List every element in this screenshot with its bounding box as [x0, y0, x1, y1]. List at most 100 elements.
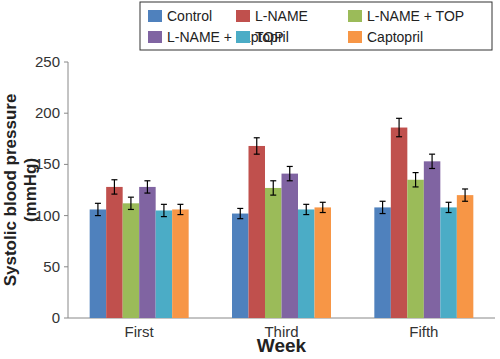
- error-cap: [144, 192, 150, 193]
- error-bar: [429, 154, 435, 168]
- error-line: [431, 154, 432, 168]
- error-line: [97, 203, 98, 215]
- y-tick-label: 200: [35, 104, 60, 121]
- bar: [407, 180, 424, 318]
- error-line: [163, 204, 164, 216]
- error-cap: [95, 215, 101, 216]
- error-bar: [95, 203, 101, 215]
- legend-swatch: [348, 10, 362, 22]
- error-line: [382, 201, 383, 213]
- error-line: [130, 197, 131, 209]
- error-cap: [161, 204, 167, 205]
- y-tick: [64, 164, 68, 165]
- error-cap: [128, 197, 134, 198]
- y-tick-label: 0: [52, 309, 60, 326]
- error-cap: [95, 203, 101, 204]
- error-line: [289, 166, 290, 180]
- error-bar: [270, 181, 276, 195]
- error-bar: [413, 173, 419, 187]
- chart: 050100150200250FirstThirdFifthWeekSystol…: [0, 0, 500, 359]
- error-cap: [237, 208, 243, 209]
- y-axis-label-line: (mmHg): [21, 158, 40, 222]
- error-cap: [396, 118, 402, 119]
- error-bar: [254, 138, 260, 154]
- error-cap: [111, 179, 117, 180]
- error-cap: [111, 193, 117, 194]
- error-cap: [320, 202, 326, 203]
- x-tick-label: Fifth: [409, 323, 438, 340]
- bar: [232, 214, 249, 318]
- error-bar: [177, 204, 183, 214]
- error-line: [147, 181, 148, 193]
- legend-label: L-NAME + TOP: [367, 8, 464, 24]
- error-cap: [462, 188, 468, 189]
- bar: [315, 207, 332, 318]
- error-cap: [287, 180, 293, 181]
- y-axis-label: Systolic blood pressure(mmHg): [1, 94, 40, 287]
- error-line: [273, 181, 274, 195]
- error-cap: [161, 216, 167, 217]
- error-cap: [254, 154, 260, 155]
- bar: [282, 174, 299, 318]
- error-cap: [429, 168, 435, 169]
- error-bar: [128, 197, 134, 209]
- legend-swatch: [236, 10, 250, 22]
- y-tick: [64, 113, 68, 114]
- error-cap: [303, 204, 309, 205]
- bar: [374, 207, 391, 318]
- legend-swatch: [348, 31, 362, 43]
- error-cap: [128, 209, 134, 210]
- error-bar: [303, 204, 309, 214]
- bar: [249, 146, 266, 318]
- error-bar: [287, 166, 293, 180]
- legend-label: L-NAME + captopril: [167, 29, 289, 45]
- error-cap: [270, 195, 276, 196]
- error-bar: [237, 208, 243, 218]
- error-bar: [396, 118, 402, 136]
- legend-label: TOP: [255, 29, 284, 45]
- error-bar: [462, 189, 468, 201]
- y-tick-label: 50: [43, 258, 60, 275]
- error-line: [306, 204, 307, 214]
- error-cap: [177, 214, 183, 215]
- error-bar: [111, 180, 117, 194]
- bar: [424, 161, 441, 318]
- bar: [440, 207, 457, 318]
- error-line: [398, 118, 399, 136]
- y-axis-label-line: Systolic blood pressure: [1, 94, 20, 287]
- error-cap: [396, 136, 402, 137]
- error-bar: [144, 181, 150, 193]
- error-cap: [303, 214, 309, 215]
- y-tick: [64, 215, 68, 216]
- error-cap: [446, 212, 452, 213]
- error-cap: [177, 204, 183, 205]
- error-line: [240, 208, 241, 218]
- bar: [265, 188, 282, 318]
- error-cap: [446, 202, 452, 203]
- y-axis-line: [68, 62, 69, 318]
- error-cap: [413, 186, 419, 187]
- error-cap: [380, 213, 386, 214]
- legend-swatch: [148, 31, 162, 43]
- error-cap: [270, 180, 276, 181]
- bar: [298, 209, 315, 318]
- error-line: [464, 189, 465, 201]
- error-bar: [380, 201, 386, 213]
- bars: [90, 118, 474, 318]
- bar: [139, 187, 156, 318]
- legend-box: [140, 2, 492, 50]
- error-line: [415, 173, 416, 187]
- error-line: [322, 202, 323, 212]
- error-bar: [320, 202, 326, 212]
- error-line: [256, 138, 257, 154]
- legend-swatch: [236, 31, 250, 43]
- error-bar: [446, 202, 452, 212]
- error-cap: [462, 201, 468, 202]
- error-bar: [161, 204, 167, 216]
- bar: [123, 203, 139, 318]
- error-cap: [144, 180, 150, 181]
- x-tick-label: First: [125, 323, 155, 340]
- error-line: [114, 180, 115, 194]
- error-line: [448, 202, 449, 212]
- y-tick: [64, 266, 68, 267]
